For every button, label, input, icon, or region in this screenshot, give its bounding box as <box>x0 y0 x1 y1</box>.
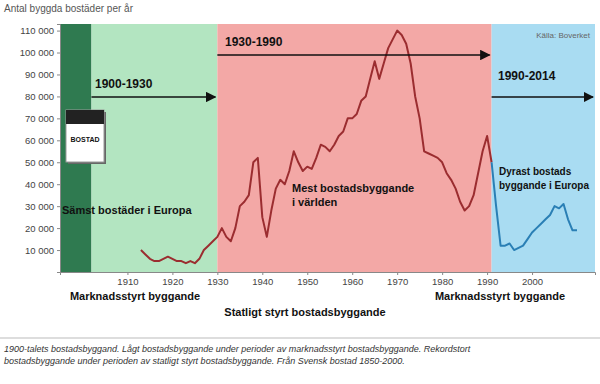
x-tick-mark <box>262 272 263 275</box>
y-tick-label: 100 000 <box>20 47 54 58</box>
period-label: 1990-2014 <box>498 69 556 83</box>
x-tick-mark <box>172 272 173 275</box>
x-tick: 2000 <box>522 272 543 287</box>
y-tick: 110 000 <box>20 25 60 36</box>
annotation: Mest bostadsbyggande <box>292 182 414 194</box>
x-tick-label: 2000 <box>522 276 543 287</box>
period-label: 1900-1930 <box>95 77 153 91</box>
x-tick-mark <box>307 272 308 275</box>
y-tick-mark <box>57 118 60 119</box>
period-arrow <box>492 96 593 98</box>
x-tick-mark <box>352 272 353 275</box>
y-tick-label: 90 000 <box>25 69 54 80</box>
chart-svg: 10 000 20 000 30 000 40 000 50 000 60 000 70 0… <box>0 0 600 384</box>
x-tick: 1950 <box>297 272 318 287</box>
period-band <box>492 24 595 272</box>
period-arrow <box>217 54 489 56</box>
x-tick: 1910 <box>117 272 138 287</box>
x-tick-label: 1950 <box>297 276 318 287</box>
caption: bostadsbyggande under perioden av statli… <box>4 356 405 366</box>
x-tick-mark <box>532 272 533 275</box>
y-tick-mark <box>57 96 60 97</box>
x-tick-mark <box>397 272 398 275</box>
x-tick-label: 1910 <box>117 276 138 287</box>
y-tick-mark <box>57 206 60 207</box>
y-tick-label: 10 000 <box>25 245 54 256</box>
x-tick-mark <box>127 272 128 275</box>
caption-separator <box>0 338 600 339</box>
book-icon <box>66 110 106 164</box>
x-tick-label: 1940 <box>252 276 273 287</box>
y-tick-mark <box>57 228 60 229</box>
y-tick: 100 000 <box>20 47 60 58</box>
y-tick-label: 30 000 <box>25 201 54 212</box>
y-tick-label: 110 000 <box>20 25 54 36</box>
y-tick-label: 50 000 <box>25 157 54 168</box>
y-axis: 10 000 20 000 30 000 40 000 50 000 60 000 70 0… <box>20 25 61 273</box>
x-tick-label: 1980 <box>432 276 453 287</box>
x-tick-label: 1930 <box>207 276 228 287</box>
y-tick-mark <box>57 250 60 251</box>
x-tick-label: 1920 <box>162 276 183 287</box>
y-tick-label: 80 000 <box>25 91 54 102</box>
x-tick-label: 1970 <box>387 276 408 287</box>
y-tick-label: 40 000 <box>25 179 54 190</box>
book-cover <box>66 110 104 162</box>
x-tick: 1920 <box>162 272 183 287</box>
annotation: byggande i Europa <box>499 180 589 191</box>
caption: 1900-talets bostadsbyggand. Lågt bostads… <box>4 344 471 354</box>
x-tick-mark <box>442 272 443 275</box>
annotation: Sämst bostäder i Europa <box>62 204 192 216</box>
axis-title: Statligt styrt bostadsbyggande <box>224 306 385 318</box>
data-line <box>141 31 492 264</box>
y-tick: 20 000 <box>25 223 60 234</box>
x-axis-line <box>61 273 596 276</box>
y-tick-mark <box>57 140 60 141</box>
x-axis: 1910 1920 1930 1940 1950 1960 1970 1980 1990 2000 <box>61 272 596 287</box>
y-tick: 30 000 <box>25 201 60 212</box>
y-tick-label: 20 000 <box>25 223 54 234</box>
y-tick-label: 70 000 <box>25 113 54 124</box>
x-tick: 1990 <box>477 272 498 287</box>
x-tick: 1980 <box>432 272 453 287</box>
source-note: Källa: Boverket <box>536 31 591 40</box>
x-tick: 1970 <box>387 272 408 287</box>
period-arrow <box>91 96 215 98</box>
y-tick-mark <box>57 53 60 54</box>
axis-title: Marknadsstyrt byggande <box>435 290 565 302</box>
x-tick: 1960 <box>342 272 363 287</box>
annotation: Dyrast bostads <box>499 166 572 177</box>
y-tick: 40 000 <box>25 179 60 190</box>
x-tick: 1940 <box>252 272 273 287</box>
y-axis-line <box>57 25 61 273</box>
x-tick-label: 1990 <box>477 276 498 287</box>
y-tick: 50 000 <box>25 157 60 168</box>
chart-title: Antal byggda bostäder per år <box>4 3 134 14</box>
x-tick-mark <box>487 272 488 275</box>
book-label: BOSTAD <box>70 136 99 143</box>
y-tick: 70 000 <box>25 113 60 124</box>
period-band <box>217 24 491 272</box>
y-tick: 10 000 <box>25 245 60 256</box>
book-band <box>66 110 104 124</box>
period-label: 1930-1990 <box>225 35 283 49</box>
annotation: i världen <box>292 196 338 208</box>
y-tick-mark <box>57 162 60 163</box>
chart-container: 10 000 20 000 30 000 40 000 50 000 60 000 70 0… <box>0 0 600 384</box>
y-tick: 90 000 <box>25 69 60 80</box>
x-tick-label: 1960 <box>342 276 363 287</box>
plot-area <box>60 24 595 272</box>
y-tick: 80 000 <box>25 91 60 102</box>
y-tick-mark <box>57 31 60 32</box>
x-tick-mark <box>217 272 218 275</box>
data-line <box>492 162 577 250</box>
y-tick-mark <box>57 184 60 185</box>
y-tick-label: 60 000 <box>25 135 54 146</box>
axis-title: Marknadsstyrt byggande <box>70 290 200 302</box>
x-tick: 1930 <box>207 272 228 287</box>
y-tick: 60 000 <box>25 135 60 146</box>
y-tick-mark <box>57 74 60 75</box>
period-band <box>91 24 217 272</box>
